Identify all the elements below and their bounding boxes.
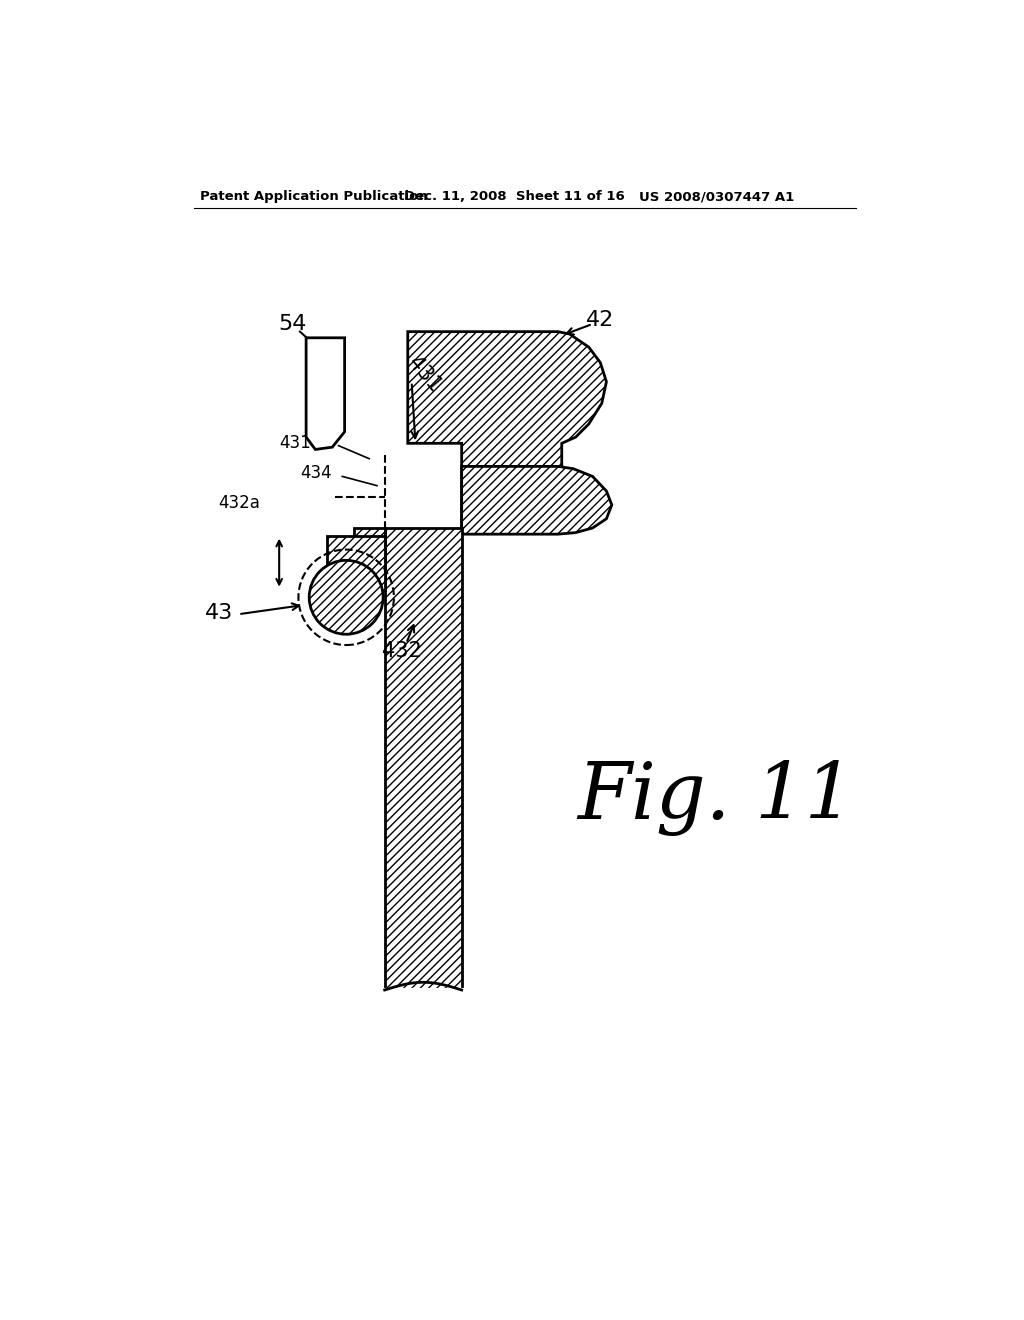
- Text: 432: 432: [382, 642, 422, 661]
- Text: 431a: 431a: [280, 434, 322, 453]
- Text: 54: 54: [279, 314, 306, 334]
- Text: Patent Application Publication: Patent Application Publication: [200, 190, 428, 203]
- Text: Dec. 11, 2008  Sheet 11 of 16: Dec. 11, 2008 Sheet 11 of 16: [403, 190, 625, 203]
- Text: 434: 434: [301, 463, 333, 482]
- Text: 432a: 432a: [218, 495, 260, 512]
- Text: 43: 43: [205, 603, 233, 623]
- Polygon shape: [408, 331, 606, 528]
- Text: Fig. 11: Fig. 11: [578, 759, 854, 836]
- Polygon shape: [354, 528, 385, 590]
- Polygon shape: [306, 338, 345, 449]
- Text: US 2008/0307447 A1: US 2008/0307447 A1: [639, 190, 794, 203]
- Polygon shape: [462, 466, 611, 535]
- Text: 431: 431: [403, 352, 444, 396]
- Polygon shape: [385, 528, 462, 990]
- Circle shape: [309, 561, 383, 635]
- Text: 42: 42: [586, 310, 614, 330]
- Polygon shape: [327, 536, 385, 590]
